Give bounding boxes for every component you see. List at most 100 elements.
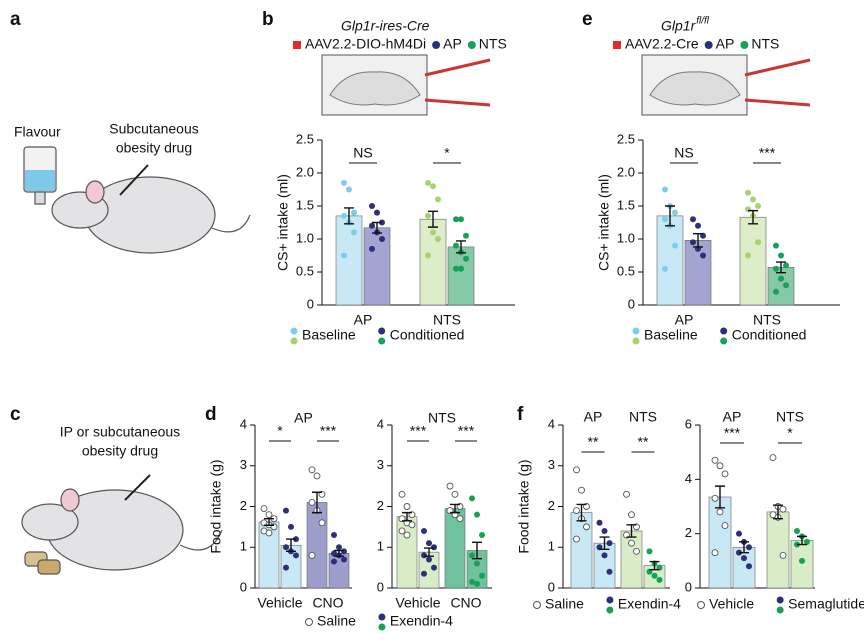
data-point <box>628 511 635 519</box>
y-tick-label: 4 <box>240 416 247 431</box>
data-point <box>656 576 663 583</box>
data-point <box>646 548 653 555</box>
data-point <box>346 186 352 193</box>
significance-label: * <box>787 425 793 441</box>
data-point <box>745 252 751 259</box>
data-point <box>746 563 752 570</box>
x-tick-label: CNO <box>450 595 481 611</box>
x-tick-label: AP <box>723 409 742 425</box>
data-point <box>341 556 347 563</box>
data-point <box>750 196 756 203</box>
legend-marker <box>533 601 541 609</box>
bar <box>447 246 475 306</box>
data-point <box>623 490 630 498</box>
y-tick-label: 1 <box>548 539 555 554</box>
mouse-illustration <box>21 474 223 575</box>
bar <box>306 502 328 589</box>
x-tick-label: CNO <box>312 595 343 611</box>
x-tick-label: NTS <box>629 409 657 425</box>
data-point <box>651 572 658 579</box>
bar <box>766 511 790 589</box>
legend-marker <box>378 327 386 335</box>
error-bar <box>424 547 434 557</box>
legend-marker <box>467 41 476 49</box>
error-bar <box>264 518 274 526</box>
data-point <box>794 527 800 534</box>
data-point <box>351 229 357 236</box>
legend-label: Baseline <box>644 327 698 343</box>
data-point <box>711 549 719 557</box>
data-point <box>755 203 761 209</box>
significance-label: NS <box>353 145 372 161</box>
significance-label: *** <box>458 423 475 439</box>
data-point <box>721 522 729 529</box>
data-point <box>288 523 294 530</box>
data-point <box>446 482 454 490</box>
error-bar <box>456 240 466 254</box>
data-point <box>596 519 603 526</box>
legend-marker <box>613 41 621 49</box>
y-tick-label: 2.5 <box>296 131 314 146</box>
data-point <box>769 454 777 462</box>
y-tick-label: 0 <box>548 579 555 594</box>
x-tick-label: Vehicle <box>257 595 302 611</box>
data-point <box>453 265 459 272</box>
data-point <box>695 222 701 229</box>
panel-label: c <box>10 404 21 425</box>
legend-marker <box>740 41 749 49</box>
legend-label: Conditioned <box>390 327 465 343</box>
legend-label: Vehicle <box>709 596 754 612</box>
error-bar <box>372 221 382 234</box>
error-bar <box>773 504 783 520</box>
y-tick-label: 3 <box>548 457 555 472</box>
annotation: IP or subcutaneous <box>60 424 180 440</box>
annotation: Flavour <box>14 124 61 140</box>
data-point <box>633 547 640 555</box>
data-point <box>425 179 431 186</box>
bar <box>656 215 684 306</box>
data-point <box>745 206 751 213</box>
inset-title-sup: fl/fl <box>696 16 710 27</box>
x-tick-label: NTS <box>753 312 781 328</box>
x-tick-label: NTS <box>433 312 461 328</box>
x-tick-label: AP <box>354 312 373 328</box>
panel-label: f <box>517 404 524 425</box>
data-point <box>804 538 810 545</box>
significance-label: *** <box>759 145 776 161</box>
data-point <box>331 558 337 565</box>
legend-marker <box>290 327 298 335</box>
chart-title: NTS <box>428 410 456 426</box>
y-tick-label: 0 <box>685 579 692 594</box>
data-point <box>351 209 357 216</box>
y-tick-label: 4 <box>685 471 692 486</box>
error-bar <box>715 485 725 509</box>
y-tick-label: 1.0 <box>296 230 314 245</box>
data-point <box>374 209 380 216</box>
error-bar <box>649 560 660 571</box>
data-point <box>721 470 729 478</box>
legend-marker <box>697 601 705 609</box>
data-point <box>583 523 590 531</box>
data-point <box>573 535 580 543</box>
error-bar <box>334 549 344 557</box>
data-point <box>458 216 464 223</box>
y-tick-label: 2.0 <box>617 164 635 179</box>
data-point <box>398 490 406 498</box>
data-point <box>711 494 719 502</box>
data-point <box>435 236 441 242</box>
inset-title: Glp1r-ires-Cre <box>341 18 430 34</box>
data-point <box>601 527 608 534</box>
data-point <box>469 495 475 502</box>
error-bar <box>576 503 587 522</box>
data-point <box>379 236 385 242</box>
data-point <box>369 222 375 229</box>
data-point <box>293 552 299 559</box>
y-tick-label: 0 <box>307 296 314 311</box>
data-point <box>700 252 706 259</box>
data-point <box>479 572 485 579</box>
legend-label: Saline <box>317 613 356 629</box>
legend-marker <box>378 623 386 631</box>
error-bar <box>739 541 749 554</box>
error-bar <box>626 524 637 538</box>
legend-marker <box>720 327 728 335</box>
